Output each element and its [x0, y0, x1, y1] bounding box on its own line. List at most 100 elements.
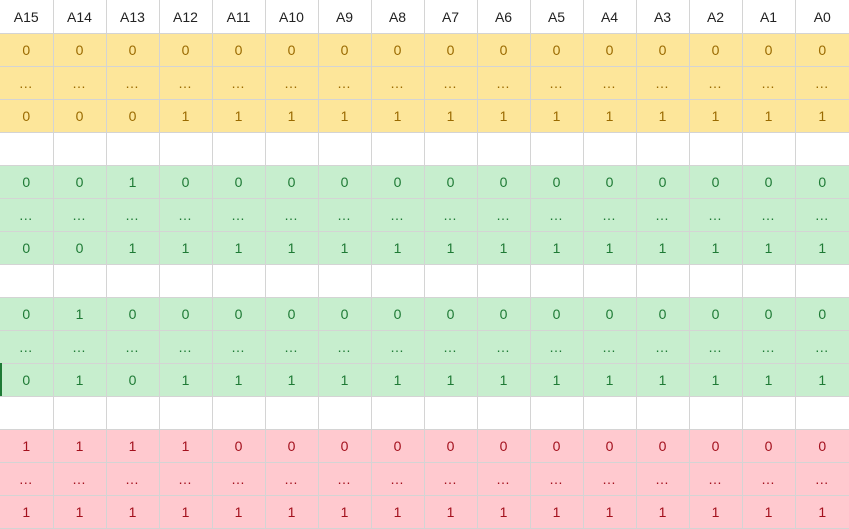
- bit-cell[interactable]: 0: [689, 165, 743, 199]
- bit-cell[interactable]: 0: [636, 429, 690, 463]
- empty-cell[interactable]: [477, 396, 531, 430]
- bit-cell[interactable]: 0: [636, 165, 690, 199]
- bit-cell[interactable]: 0: [424, 165, 478, 199]
- bit-cell[interactable]: 1: [477, 99, 531, 133]
- bit-cell[interactable]: …: [477, 462, 531, 496]
- bit-cell[interactable]: 1: [583, 231, 637, 265]
- bit-cell[interactable]: 0: [53, 231, 107, 265]
- bit-cell[interactable]: 1: [212, 495, 266, 529]
- bit-cell[interactable]: 0: [318, 297, 372, 331]
- bit-cell[interactable]: 0: [371, 429, 425, 463]
- bit-cell[interactable]: 0: [212, 297, 266, 331]
- bit-cell[interactable]: 0: [424, 297, 478, 331]
- bit-cell[interactable]: …: [795, 462, 849, 496]
- bit-cell[interactable]: …: [106, 330, 160, 364]
- bit-cell[interactable]: 1: [477, 495, 531, 529]
- bit-cell[interactable]: 1: [636, 495, 690, 529]
- bit-cell[interactable]: 0: [636, 33, 690, 67]
- empty-cell[interactable]: [0, 132, 54, 166]
- bit-cell[interactable]: 1: [212, 231, 266, 265]
- empty-cell[interactable]: [159, 396, 213, 430]
- bit-cell[interactable]: …: [0, 66, 54, 100]
- bit-cell[interactable]: …: [424, 462, 478, 496]
- bit-cell[interactable]: 1: [106, 429, 160, 463]
- bit-cell[interactable]: …: [106, 66, 160, 100]
- bit-cell[interactable]: …: [212, 462, 266, 496]
- bit-cell[interactable]: …: [0, 462, 54, 496]
- bit-cell[interactable]: 0: [0, 231, 54, 265]
- bit-cell[interactable]: 0: [689, 297, 743, 331]
- bit-cell[interactable]: 0: [477, 297, 531, 331]
- empty-cell[interactable]: [53, 132, 107, 166]
- column-header[interactable]: A8: [371, 0, 425, 34]
- empty-cell[interactable]: [371, 264, 425, 298]
- bit-cell[interactable]: 1: [583, 363, 637, 397]
- bit-cell[interactable]: …: [53, 462, 107, 496]
- empty-cell[interactable]: [159, 132, 213, 166]
- bit-cell[interactable]: 1: [212, 99, 266, 133]
- empty-cell[interactable]: [795, 264, 849, 298]
- bit-cell[interactable]: …: [636, 66, 690, 100]
- bit-cell[interactable]: 1: [530, 363, 584, 397]
- bit-cell[interactable]: 1: [106, 165, 160, 199]
- bit-cell[interactable]: …: [530, 66, 584, 100]
- bit-cell[interactable]: 1: [795, 495, 849, 529]
- bit-cell[interactable]: 1: [265, 231, 319, 265]
- empty-cell[interactable]: [583, 264, 637, 298]
- bit-cell[interactable]: …: [0, 330, 54, 364]
- bit-cell[interactable]: …: [742, 198, 796, 232]
- bit-cell[interactable]: …: [265, 462, 319, 496]
- column-header[interactable]: A14: [53, 0, 107, 34]
- column-header[interactable]: A7: [424, 0, 478, 34]
- column-header[interactable]: A15: [0, 0, 54, 34]
- bit-cell[interactable]: 1: [106, 495, 160, 529]
- bit-cell[interactable]: 0: [477, 165, 531, 199]
- empty-cell[interactable]: [742, 132, 796, 166]
- bit-cell[interactable]: 0: [477, 429, 531, 463]
- bit-cell[interactable]: 1: [689, 99, 743, 133]
- bit-cell[interactable]: …: [53, 66, 107, 100]
- column-header[interactable]: A2: [689, 0, 743, 34]
- bit-cell[interactable]: 0: [742, 33, 796, 67]
- bit-cell[interactable]: 0: [212, 165, 266, 199]
- bit-cell[interactable]: 0: [53, 165, 107, 199]
- empty-cell[interactable]: [636, 396, 690, 430]
- bit-cell[interactable]: 1: [477, 231, 531, 265]
- empty-cell[interactable]: [636, 264, 690, 298]
- bit-cell[interactable]: …: [371, 66, 425, 100]
- bit-cell[interactable]: …: [159, 330, 213, 364]
- bit-cell[interactable]: 0: [583, 297, 637, 331]
- bit-cell[interactable]: 1: [689, 231, 743, 265]
- empty-cell[interactable]: [318, 396, 372, 430]
- bit-cell[interactable]: 0: [318, 165, 372, 199]
- bit-cell[interactable]: 0: [159, 165, 213, 199]
- bit-cell[interactable]: 0: [212, 33, 266, 67]
- empty-cell[interactable]: [212, 264, 266, 298]
- bit-cell[interactable]: 1: [318, 363, 372, 397]
- column-header[interactable]: A13: [106, 0, 160, 34]
- bit-cell[interactable]: …: [53, 330, 107, 364]
- bit-cell[interactable]: …: [689, 330, 743, 364]
- bit-cell[interactable]: 0: [318, 429, 372, 463]
- bit-cell[interactable]: 1: [742, 495, 796, 529]
- bit-cell[interactable]: 1: [424, 99, 478, 133]
- bit-cell[interactable]: 1: [530, 495, 584, 529]
- column-header[interactable]: A3: [636, 0, 690, 34]
- bit-cell[interactable]: 0: [424, 33, 478, 67]
- bit-cell[interactable]: 1: [53, 429, 107, 463]
- bit-cell[interactable]: 0: [795, 33, 849, 67]
- bit-cell[interactable]: 1: [159, 429, 213, 463]
- bit-cell[interactable]: 0: [53, 99, 107, 133]
- bit-cell[interactable]: …: [106, 462, 160, 496]
- bit-cell[interactable]: …: [106, 198, 160, 232]
- bit-cell[interactable]: …: [424, 330, 478, 364]
- bit-cell[interactable]: …: [636, 198, 690, 232]
- empty-cell[interactable]: [53, 264, 107, 298]
- bit-cell[interactable]: …: [265, 66, 319, 100]
- empty-cell[interactable]: [371, 132, 425, 166]
- bit-cell[interactable]: …: [530, 198, 584, 232]
- bit-cell[interactable]: 0: [530, 429, 584, 463]
- bit-cell[interactable]: 0: [477, 33, 531, 67]
- bit-cell[interactable]: …: [795, 330, 849, 364]
- bit-cell[interactable]: 0: [159, 297, 213, 331]
